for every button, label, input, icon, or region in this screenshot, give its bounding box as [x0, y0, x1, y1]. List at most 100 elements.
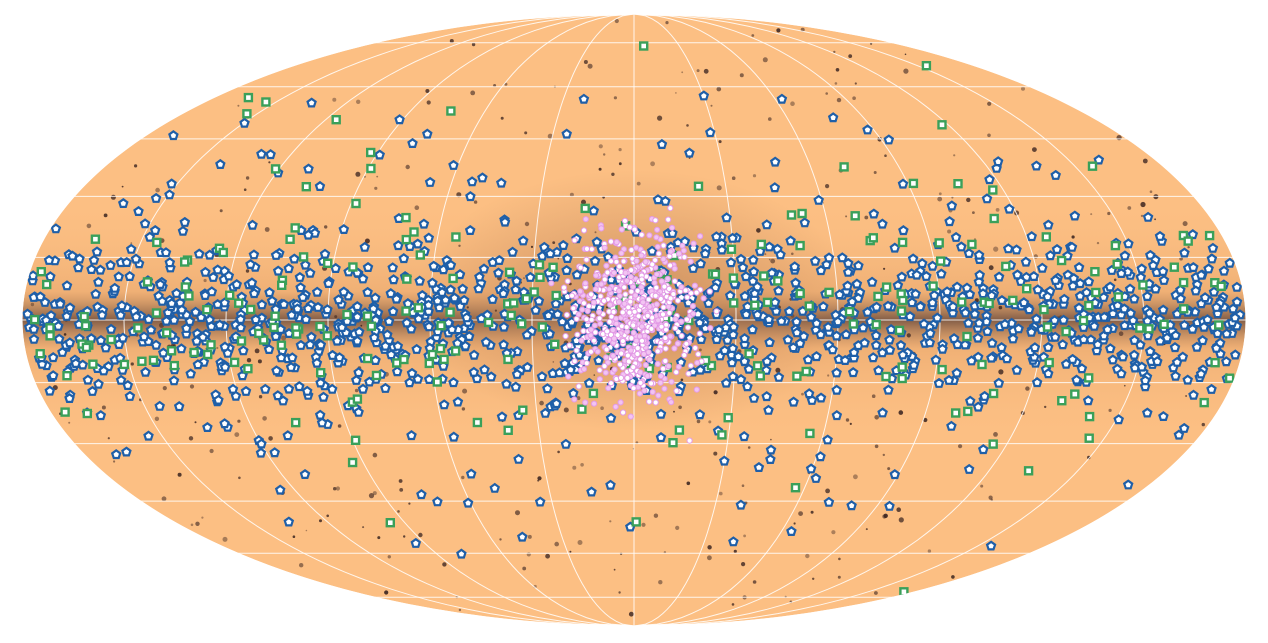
bulge-source — [621, 300, 628, 307]
blue-source — [963, 247, 975, 258]
speckle — [557, 257, 560, 260]
blue-source — [121, 446, 132, 457]
blue-source — [877, 407, 888, 418]
bulge-source — [636, 390, 643, 397]
blue-source — [1229, 312, 1241, 323]
blue-source — [1012, 269, 1023, 280]
blue-source — [765, 444, 777, 455]
blue-source — [667, 227, 678, 238]
blue-source — [966, 355, 977, 366]
blue-source — [842, 257, 854, 268]
bulge-source — [611, 366, 618, 373]
blue-source — [231, 279, 243, 290]
blue-source — [867, 352, 879, 363]
green-source — [152, 237, 162, 248]
blue-source — [176, 343, 187, 354]
blue-source — [1031, 313, 1042, 324]
blue-source — [1045, 250, 1056, 261]
green-source — [1041, 232, 1052, 242]
blue-source — [283, 263, 294, 274]
speckle — [68, 421, 71, 424]
bulge-source — [657, 373, 665, 380]
speckle — [319, 519, 322, 523]
speckle — [580, 463, 584, 467]
blue-source — [448, 377, 459, 388]
bulge-source — [630, 364, 637, 371]
bulge-source — [652, 399, 659, 406]
green-source — [801, 366, 811, 377]
blue-source — [783, 305, 795, 316]
bulge-source — [653, 271, 661, 278]
blue-source — [978, 444, 989, 455]
blue-source — [156, 295, 168, 306]
green-source — [402, 274, 412, 284]
blue-source — [301, 385, 313, 396]
speckle — [707, 545, 712, 550]
blue-source — [605, 479, 616, 490]
blue-source — [848, 346, 860, 357]
green-source — [951, 408, 961, 418]
green-source — [509, 298, 519, 308]
green-source — [988, 388, 999, 399]
blue-source — [927, 260, 938, 271]
blue-source — [338, 286, 350, 297]
speckle — [162, 386, 167, 391]
blue-source — [235, 313, 246, 324]
blue-source — [1154, 335, 1166, 346]
blue-source — [1058, 314, 1069, 325]
blue-source — [423, 321, 435, 332]
blue-source — [161, 315, 172, 326]
speckle — [675, 92, 677, 94]
blue-source — [963, 463, 975, 474]
bulge-source — [639, 299, 647, 306]
bulge-source — [628, 335, 635, 342]
bulge-source — [598, 281, 605, 288]
speckle — [334, 315, 338, 319]
blue-source — [914, 301, 926, 312]
blue-source — [728, 321, 739, 332]
bulge-source — [592, 329, 599, 336]
bulge-source — [614, 332, 621, 339]
speckle — [953, 154, 956, 157]
speckle — [1116, 135, 1122, 141]
bulge-source — [693, 386, 700, 393]
bulge-source — [661, 385, 668, 392]
bulge-source — [644, 312, 651, 319]
blue-source — [837, 252, 848, 263]
green-source — [868, 233, 878, 243]
speckle — [524, 221, 530, 227]
blue-source — [499, 216, 511, 227]
blue-source — [559, 357, 571, 368]
speckle — [988, 495, 993, 500]
bulge-source — [617, 374, 625, 381]
bulge-source — [633, 337, 640, 344]
bulge-source — [566, 342, 573, 349]
green-source — [726, 244, 737, 255]
blue-source — [270, 249, 282, 260]
bulge-source — [686, 437, 693, 444]
bulge-source — [587, 326, 595, 333]
blue-source — [882, 300, 894, 311]
blue-source — [100, 342, 112, 353]
blue-source — [646, 245, 658, 256]
blue-source — [1171, 356, 1183, 367]
green-source — [254, 328, 264, 339]
blue-source — [456, 548, 467, 559]
blue-source — [193, 248, 205, 259]
bulge-source — [613, 258, 620, 265]
green-source — [631, 517, 641, 527]
bulge-source — [638, 276, 645, 283]
bulge-source — [611, 335, 618, 342]
blue-source — [561, 128, 572, 139]
blue-source — [192, 359, 204, 370]
speckle — [988, 265, 994, 271]
bulge-source — [667, 262, 674, 269]
green-source — [451, 232, 461, 242]
speckle — [1107, 211, 1111, 216]
speckle — [414, 205, 420, 210]
blue-source — [823, 496, 835, 507]
blue-source — [883, 134, 895, 145]
speckle — [326, 514, 330, 518]
blue-source — [164, 189, 175, 200]
blue-source — [979, 390, 990, 401]
